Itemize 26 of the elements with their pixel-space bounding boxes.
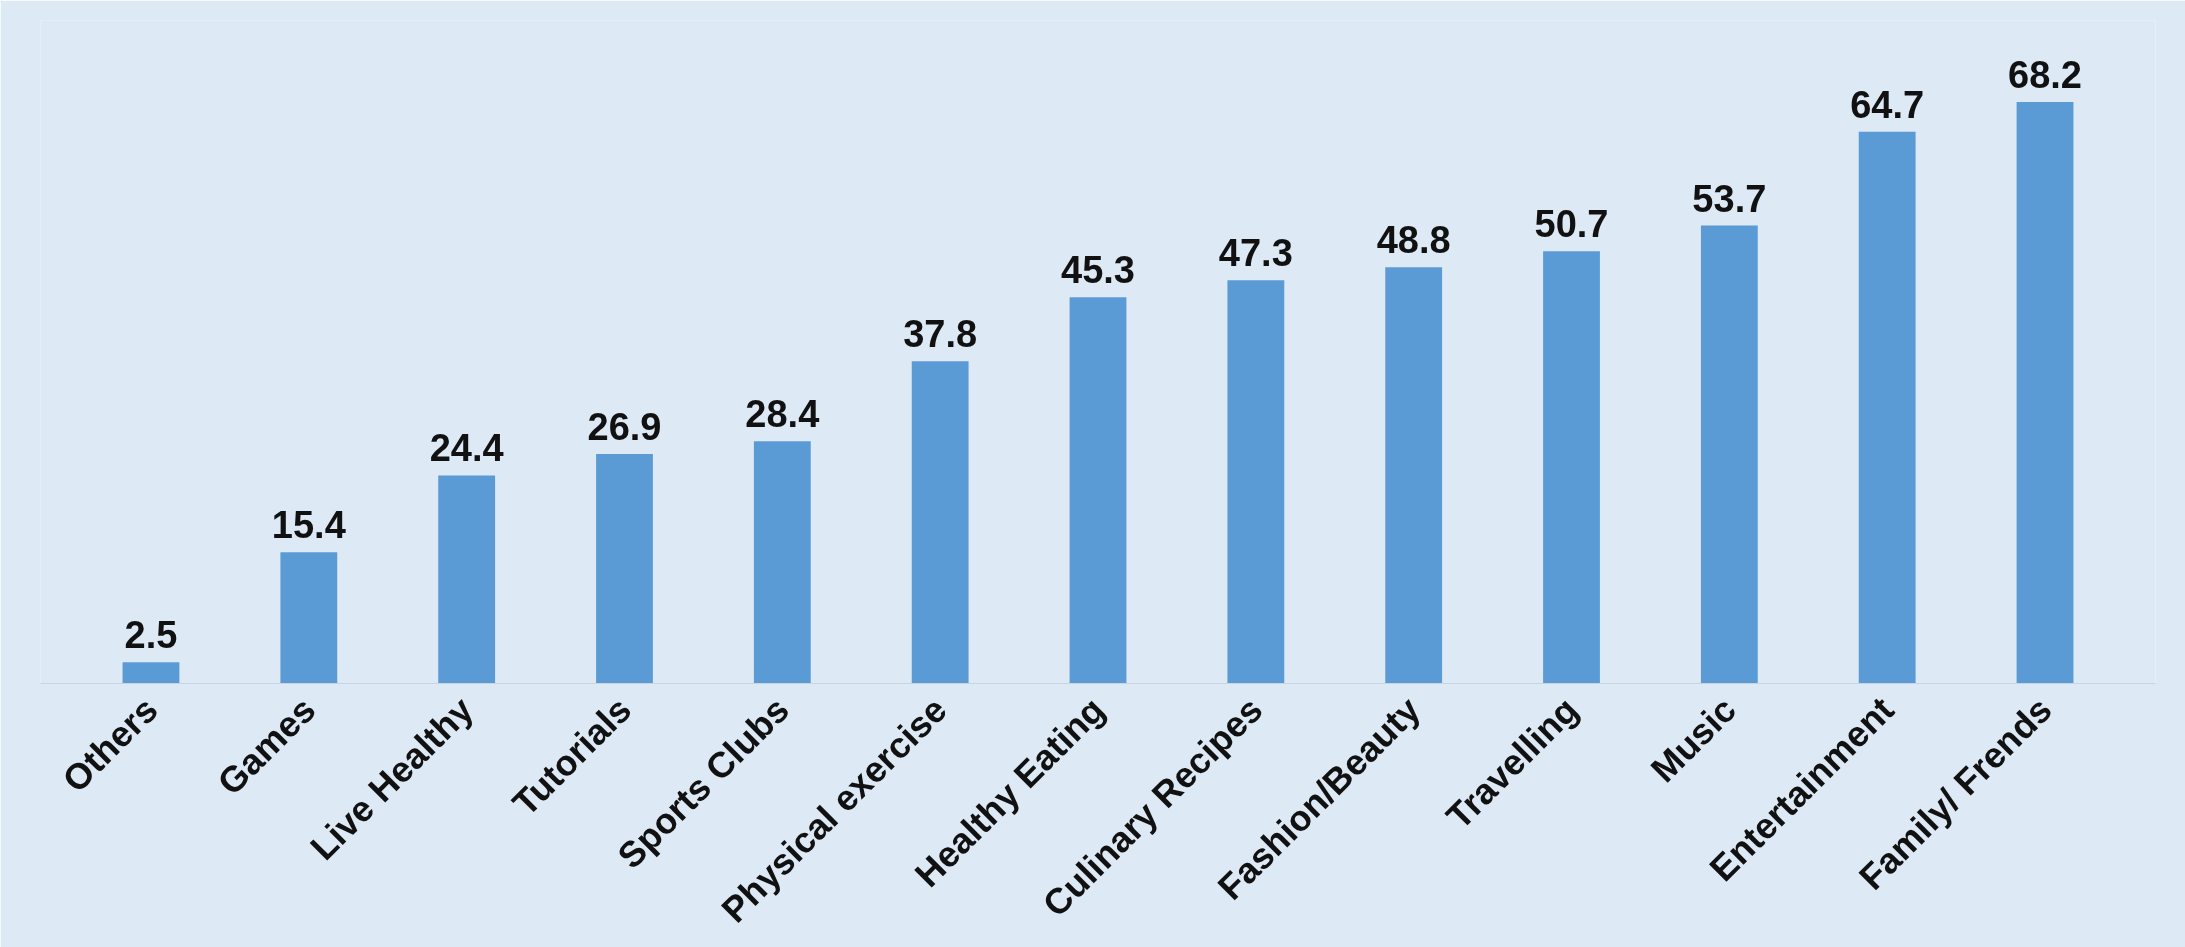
data-label: 28.4 <box>745 393 820 436</box>
bar <box>2016 101 2074 684</box>
data-label: 37.8 <box>903 313 978 356</box>
bar <box>1069 297 1127 684</box>
bar <box>1700 225 1758 684</box>
bar <box>911 361 969 684</box>
bar <box>596 454 653 684</box>
bar <box>122 662 180 684</box>
data-label: 15.4 <box>271 504 346 547</box>
data-label: 24.4 <box>429 427 504 470</box>
bar <box>438 475 496 684</box>
data-label: 68.2 <box>2008 53 2082 96</box>
data-label: 47.3 <box>1218 232 1293 275</box>
data-label: 48.8 <box>1376 219 1451 262</box>
data-label: 26.9 <box>587 406 662 449</box>
bar <box>280 552 338 684</box>
bar <box>1543 251 1600 684</box>
data-label: 53.7 <box>1692 177 1767 220</box>
bar <box>1858 131 1916 684</box>
bar <box>1385 267 1443 684</box>
data-label: 50.7 <box>1534 203 1609 246</box>
data-label: 45.3 <box>1061 249 1135 292</box>
bar <box>1227 280 1285 684</box>
data-label: 2.5 <box>124 614 178 657</box>
bar <box>753 441 811 684</box>
data-label: 64.7 <box>1850 83 1925 126</box>
